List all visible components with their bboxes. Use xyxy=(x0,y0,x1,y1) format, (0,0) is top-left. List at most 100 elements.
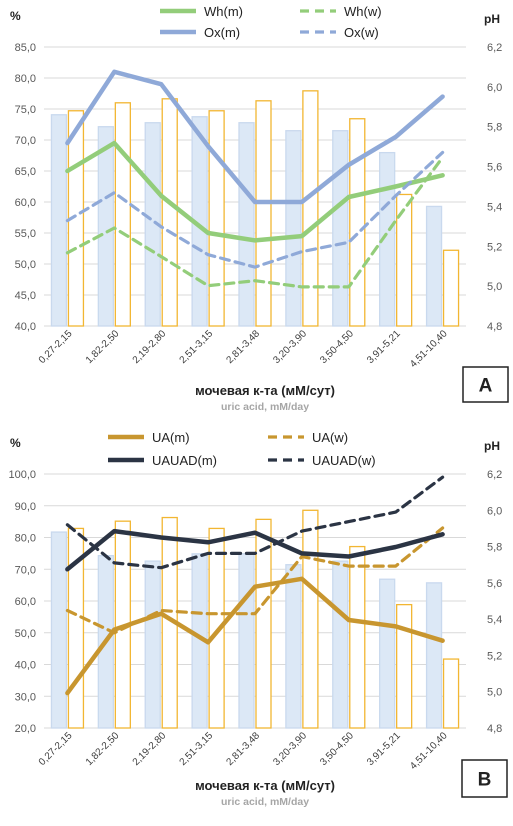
y-right-tick-label: 6,2 xyxy=(487,42,502,54)
y-right-unit: pH xyxy=(484,439,500,453)
bar xyxy=(332,130,349,327)
x-tick-label: 3,20-3,90 xyxy=(271,328,309,366)
y-left-tick-label: 90,0 xyxy=(15,501,36,513)
x-tick-label: 4,51-10,40 xyxy=(408,328,450,370)
y-right-tick-label: 5,0 xyxy=(487,281,502,293)
legend-label: Ox(m) xyxy=(204,25,240,40)
legend-label: Wh(w) xyxy=(344,4,382,19)
y-right-tick-label: 5,6 xyxy=(487,578,502,590)
y-left-tick-label: 60,0 xyxy=(15,596,36,608)
y-right-tick-label: 5,4 xyxy=(487,201,502,213)
bar xyxy=(379,578,396,729)
x-tick-label: 3,50-4,50 xyxy=(318,328,356,366)
y-left-tick-label: 65,0 xyxy=(15,166,36,178)
legend: Wh(m) Wh(w) Ox(m) Ox(w) xyxy=(160,4,382,40)
y-right-tick-label: 5,2 xyxy=(487,650,502,662)
panel-label-box xyxy=(461,759,508,798)
bar xyxy=(50,531,68,729)
y-left-tick-label: 80,0 xyxy=(15,73,36,85)
bar xyxy=(238,122,255,327)
y-left-tick-label: 70,0 xyxy=(15,135,36,147)
bar xyxy=(379,151,396,327)
y-right-unit: pH xyxy=(484,12,500,26)
series-line-uauad-m xyxy=(65,528,445,572)
bar xyxy=(208,527,225,729)
series-line-ox-w xyxy=(65,150,445,269)
bar-series-1 xyxy=(50,114,443,327)
x-tick-label: 1,82-2,50 xyxy=(84,730,122,768)
y-right-tick-label: 6,0 xyxy=(487,82,502,94)
x-axis-label: мочевая к-та (мМ/сут) xyxy=(195,778,335,793)
panel-label: B xyxy=(478,770,492,791)
y-left-tick-label: 75,0 xyxy=(15,104,36,116)
x-tick-label: 4,51-10,40 xyxy=(408,730,450,772)
x-tick-label: 0,27-2,15 xyxy=(37,730,75,768)
bar xyxy=(349,118,366,327)
y-left-tick-label: 50,0 xyxy=(15,628,36,640)
bar xyxy=(208,110,225,327)
y-left-unit: % xyxy=(10,436,21,450)
legend-label: UA(m) xyxy=(152,430,190,445)
series-line-wh-w xyxy=(65,155,445,289)
bar xyxy=(302,509,319,729)
panel-label: A xyxy=(479,376,493,397)
bar xyxy=(285,564,302,729)
x-axis-label: мочевая к-та (мМ/сут) xyxy=(195,383,335,398)
gridlines xyxy=(44,473,466,729)
chart-panel-b: 20,0 30,0 40,0 50,0 60,0 70,0 80,0 90,0 100,0 4,8… xyxy=(8,430,508,808)
x-tick-label: 3,91-5,21 xyxy=(365,328,403,366)
x-tick-label: 3,20-3,90 xyxy=(271,730,309,768)
x-tick-label: 2,19-2,80 xyxy=(131,328,169,366)
y-left-tick-label: 55,0 xyxy=(15,228,36,240)
legend-label: Wh(m) xyxy=(204,4,243,19)
bar xyxy=(396,603,413,729)
legend-label: UA(w) xyxy=(312,430,348,445)
bar xyxy=(50,114,68,327)
y-left-tick-label: 50,0 xyxy=(15,259,36,271)
legend: UA(m) UA(w) UAUAD(m) UAUAD(w) xyxy=(108,430,376,468)
bar-series-2 xyxy=(67,509,460,729)
y-right-tick-label: 4,8 xyxy=(487,723,502,735)
y-right-tick-label: 5,8 xyxy=(487,542,502,554)
x-tick-label: 3,50-4,50 xyxy=(318,730,356,768)
bar xyxy=(425,205,443,327)
bar xyxy=(349,545,366,729)
y-right-tick-label: 4,8 xyxy=(487,321,502,333)
legend-label: UAUAD(w) xyxy=(312,453,376,468)
x-tick-label: 2,19-2,80 xyxy=(131,730,169,768)
bar xyxy=(161,98,178,327)
bar xyxy=(285,130,302,327)
y-left-tick-label: 70,0 xyxy=(15,564,36,576)
panel-label-box xyxy=(462,366,509,403)
x-tick-label: 2,51-3,15 xyxy=(178,328,216,366)
x-tick-label: 3,91-5,21 xyxy=(365,730,403,768)
x-axis-sublabel: uric acid, mM/day xyxy=(221,401,309,413)
y-left-tick-label: 85,0 xyxy=(15,42,36,54)
series-line-ox-m xyxy=(65,69,445,205)
x-axis-sublabel: uric acid, mM/day xyxy=(221,796,309,808)
bar xyxy=(442,249,460,327)
bar xyxy=(238,553,255,729)
series-line-wh-m xyxy=(65,140,445,243)
y-right-tick-label: 6,0 xyxy=(487,505,502,517)
y-left-tick-label: 60,0 xyxy=(15,197,36,209)
y-right-tick-label: 5,6 xyxy=(487,162,502,174)
x-tick-label: 2,81-3,48 xyxy=(224,328,262,366)
x-tick-label: 0,27-2,15 xyxy=(37,328,75,366)
bar xyxy=(425,582,443,729)
bar xyxy=(114,102,131,327)
bar xyxy=(255,518,272,729)
bar-series-1 xyxy=(50,531,443,729)
x-tick-label: 2,51-3,15 xyxy=(178,730,216,768)
bar xyxy=(255,100,272,327)
series-line-ua-w xyxy=(65,526,445,635)
y-right-tick-label: 5,8 xyxy=(487,122,502,134)
y-left-tick-label: 40,0 xyxy=(15,660,36,672)
y-left-tick-label: 100,0 xyxy=(8,469,36,481)
chart-panel-a: 40,0 45,0 50,0 55,0 60,0 65,0 70,0 75,0 80,0 85,0… xyxy=(10,4,509,413)
series-line-uauad-w xyxy=(65,475,445,570)
legend-label: UAUAD(m) xyxy=(152,453,217,468)
y-left-unit: % xyxy=(10,9,21,23)
y-left-tick-label: 30,0 xyxy=(15,691,36,703)
y-left-tick-label: 45,0 xyxy=(15,290,36,302)
